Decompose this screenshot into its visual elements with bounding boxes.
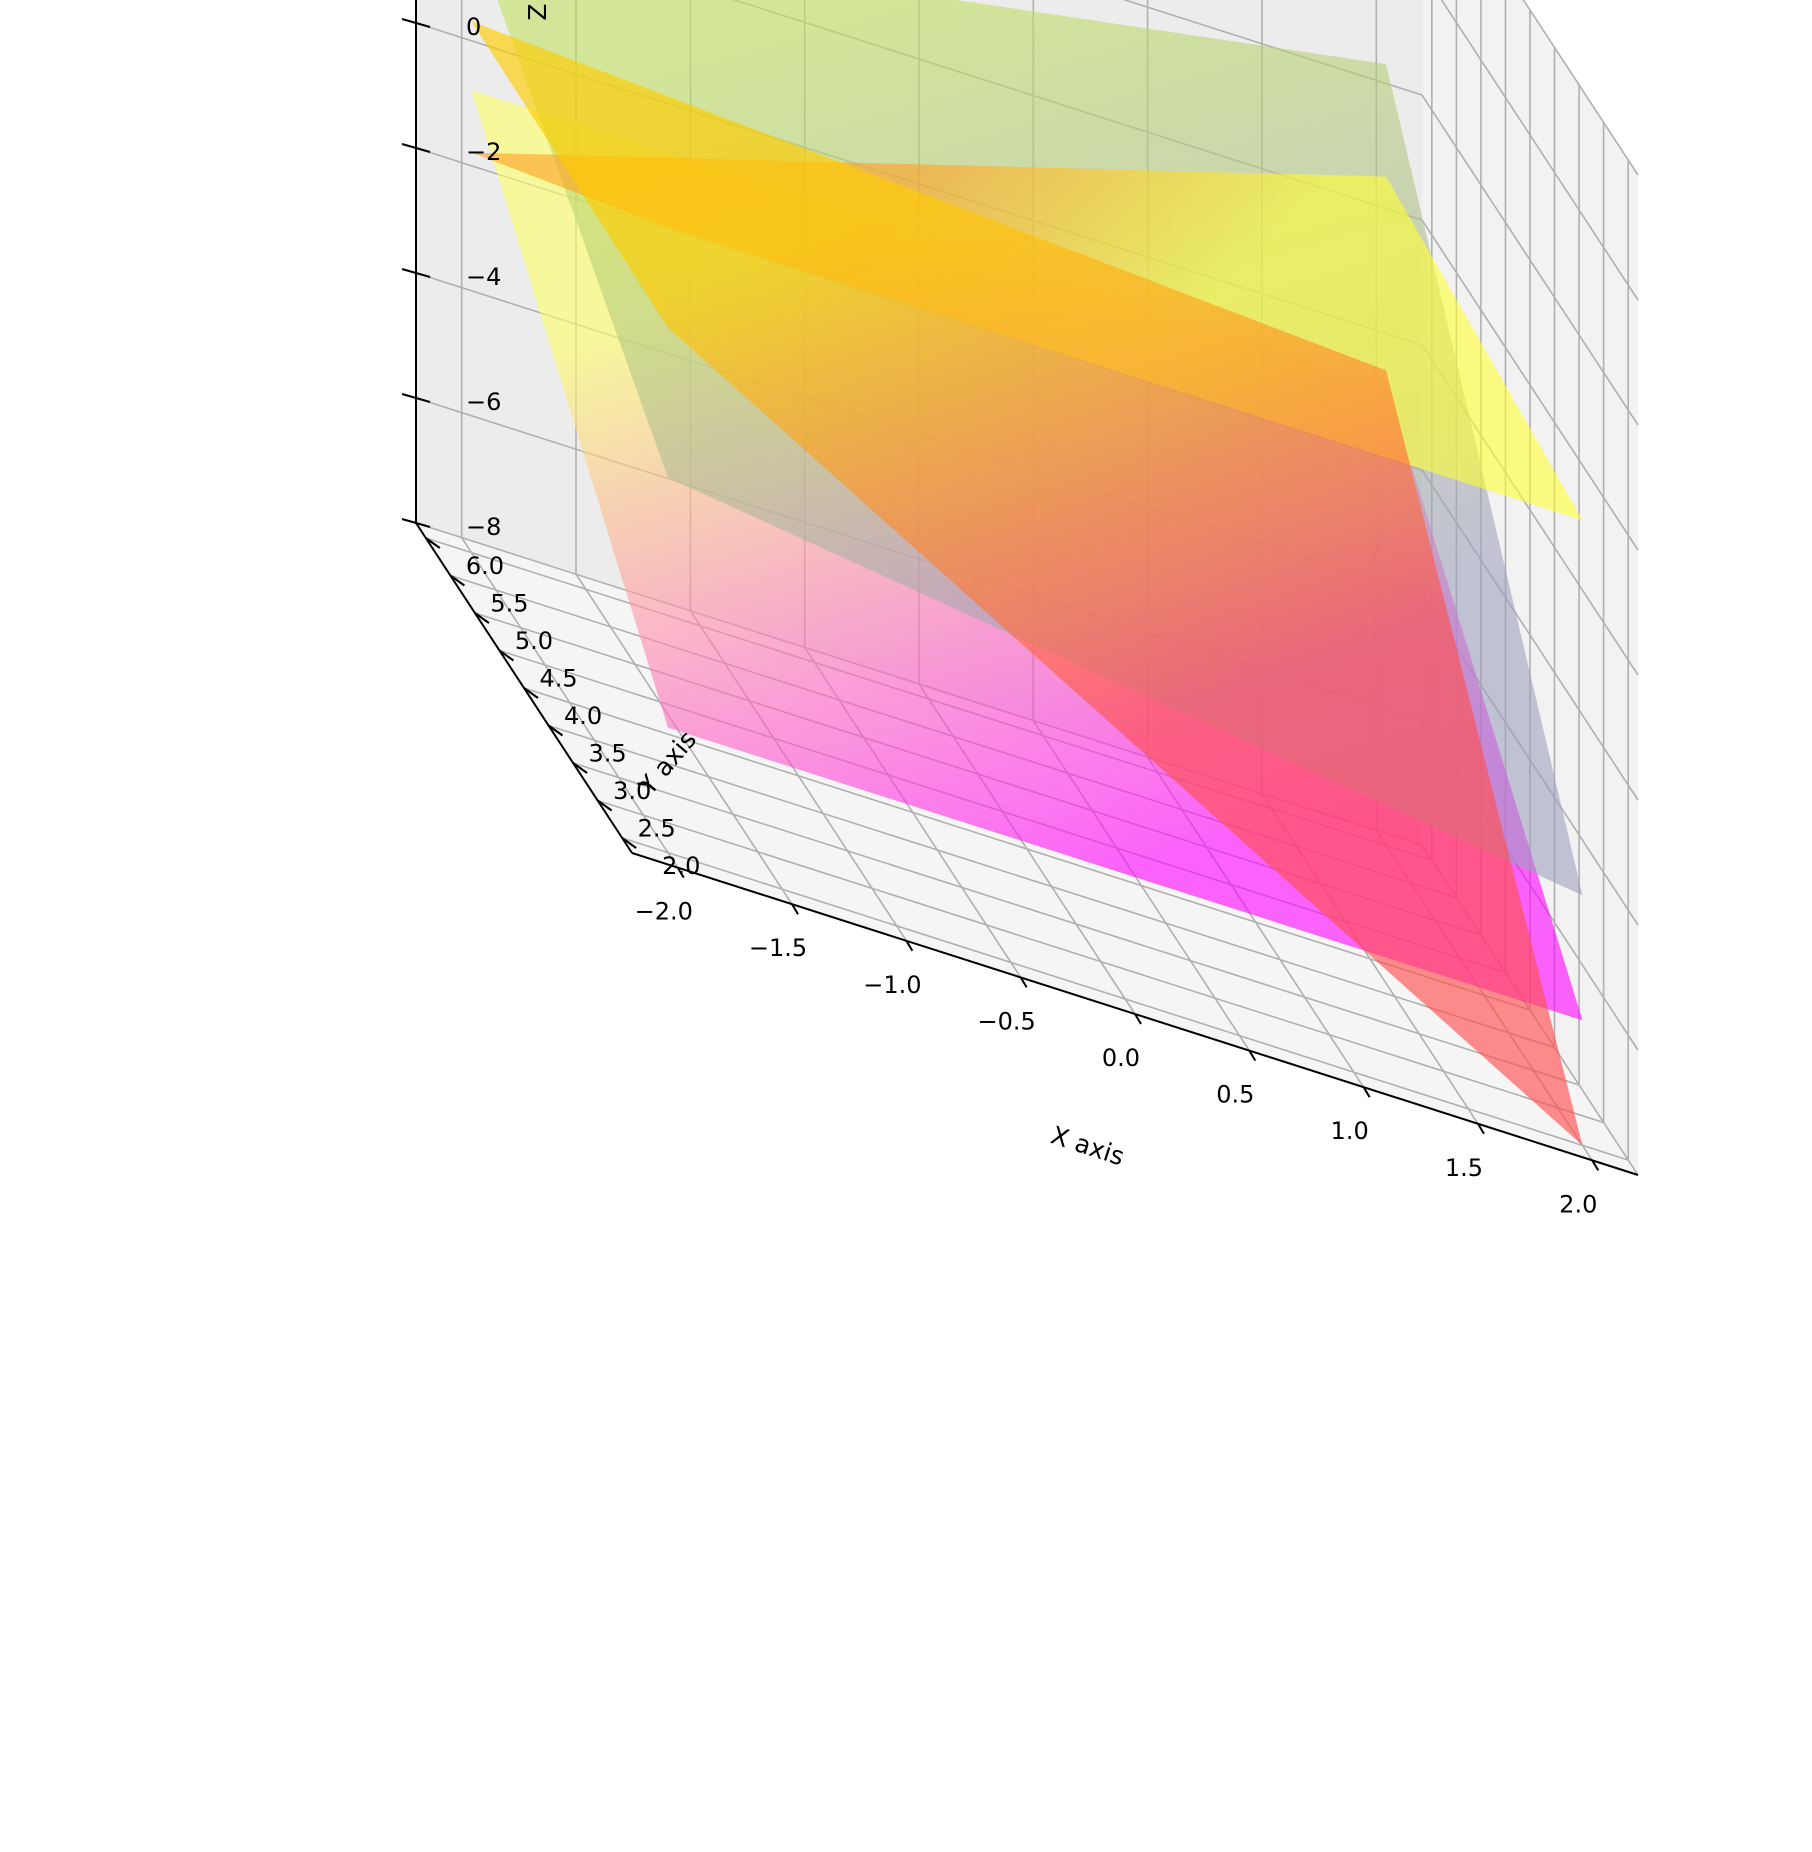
z-tick [401, 18, 431, 28]
x-tick-label: 2.0 [1559, 1190, 1597, 1218]
x-tick [905, 940, 914, 952]
x-tick [1248, 1050, 1257, 1062]
x-axis-label: X axis [1047, 1121, 1127, 1172]
y-tick-label: 6.0 [466, 552, 504, 580]
y-tick-label: 3.0 [613, 777, 651, 805]
z-grid-line [1522, 0, 1639, 176]
z-axis-label: Z axis [523, 0, 552, 21]
x-tick-label: 1.5 [1445, 1154, 1483, 1182]
z-tick-label: −8 [466, 513, 501, 541]
y-tick [523, 687, 539, 699]
y-tick-label: 2.5 [638, 815, 676, 843]
x-tick-label: −1.5 [749, 934, 807, 962]
plane-surfaces [471, 0, 1583, 1146]
z-tick [401, 518, 431, 528]
y-tick [474, 612, 490, 624]
x-tick [1019, 976, 1028, 988]
plane-surface-4 [471, 21, 1583, 1146]
z-tick-label: −6 [466, 388, 501, 416]
tick-labels: −2.0 −1.5 −1.0 −0.5 0.0 0.5 1.0 1.5 2.0 2.0 2.5 3.0… [466, 13, 1598, 1218]
tick-marks [401, 18, 1600, 1171]
z-tick [401, 393, 431, 403]
z-tick-label: −4 [466, 263, 501, 291]
z-tick-label: −2 [466, 138, 501, 166]
x-tick [1134, 1013, 1142, 1025]
x-tick [791, 903, 799, 915]
y-tick-label: 4.5 [539, 665, 577, 693]
z-grid-line [1122, 0, 1639, 426]
y-tick-label: 5.5 [490, 590, 528, 618]
x-tick-label: 1.0 [1331, 1117, 1369, 1145]
y-tick-label: 2.0 [662, 852, 700, 880]
y-tick [572, 762, 588, 774]
y-tick [621, 837, 637, 849]
y-tick [498, 649, 515, 662]
y-tick-label: 5.0 [515, 627, 553, 655]
y-tick [547, 724, 564, 737]
z-tick-label: 0 [466, 13, 481, 41]
x-tick [1591, 1159, 1600, 1171]
y-tick-label: 4.0 [564, 702, 602, 730]
x-tick [1477, 1123, 1485, 1135]
y-tick [449, 574, 465, 587]
x-tick-label: −2.0 [635, 898, 693, 926]
x-tick-label: 0.5 [1216, 1081, 1254, 1109]
y-tick [425, 537, 441, 549]
y-tick [597, 799, 613, 812]
z-tick [401, 268, 431, 278]
z-grid-line [1440, 0, 1639, 301]
x-tick-label: −0.5 [978, 1007, 1036, 1035]
x-tick-label: −1.0 [863, 971, 921, 999]
x-tick [1362, 1086, 1371, 1098]
x-tick [676, 867, 685, 879]
z-tick [401, 143, 431, 153]
y-tick-label: 3.5 [589, 740, 627, 768]
x-tick-label: 0.0 [1102, 1044, 1140, 1072]
